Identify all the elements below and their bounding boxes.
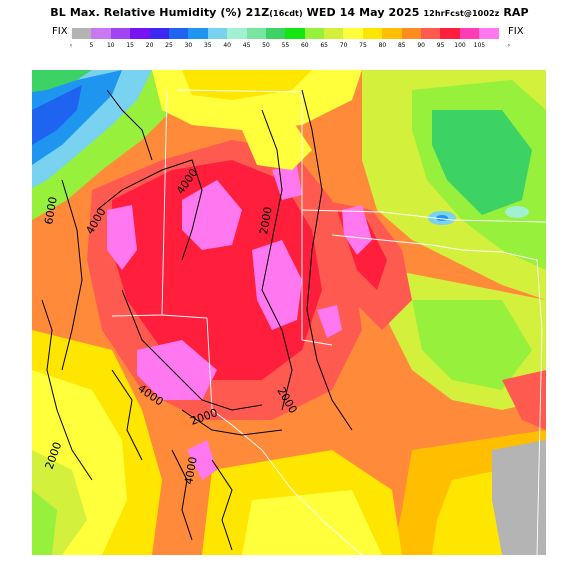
region-magenta-4 (342, 205, 372, 255)
contour-4000-c-line (171, 449, 193, 541)
region-magenta-8 (187, 440, 217, 480)
colorbar-swatch-15 (362, 28, 383, 39)
colorbar-tick-75: 75 (359, 42, 367, 49)
colorbar-tick-25: 25 (165, 42, 173, 49)
colorbar-tick-20: 20 (145, 42, 154, 49)
region-magenta-1 (182, 180, 242, 250)
contour-2000-a-line (261, 109, 293, 411)
colorbar-tick-35: 35 (203, 42, 212, 49)
title-run: 12hrFcst@1002z (423, 9, 500, 18)
colorbar-swatch-21 (479, 28, 499, 39)
title-model: RAP (503, 6, 529, 19)
region-east-light-green (412, 300, 532, 390)
contour-2000-b-line (181, 409, 283, 436)
contour-6000-line (61, 179, 83, 371)
region-ne-teal-spot (505, 206, 529, 218)
colorbar-swatch-16 (382, 28, 402, 39)
region-nw-green-top (32, 70, 92, 92)
colorbar-swatch-12 (304, 28, 325, 39)
height-contours (41, 89, 353, 551)
chart-title: BL Max. Relative Humidity (%) 21Z(16cdt)… (0, 6, 579, 19)
colorbar-tick-90: 90 (417, 42, 426, 49)
region-se-gray (492, 440, 546, 555)
colorbar-swatch-20 (459, 28, 480, 39)
colorbar-swatch-0 (72, 28, 92, 39)
fix-right-label: FIX (508, 26, 524, 37)
border-ok-ks (301, 209, 546, 223)
region-south-yellow (242, 490, 382, 555)
colorbar-tick-15: 15 (126, 42, 135, 49)
colorbar-swatch-10 (265, 28, 286, 39)
title-date: WED 14 May 2025 (306, 6, 420, 19)
region-north-yellow-orange (182, 70, 312, 100)
colorbar-tick-95: 95 (436, 42, 445, 49)
colorbar-swatch-14 (343, 28, 363, 39)
region-central-north-yellow (242, 120, 312, 170)
colorbar-tick-55: 55 (281, 42, 290, 49)
contour-sw-line (41, 299, 93, 481)
colorbar-swatch-17 (401, 28, 422, 39)
colorbar-tick-45: 45 (242, 42, 251, 49)
colorbar-swatch-13 (324, 28, 344, 39)
map-svg: 6000 4000 4000 2000 2000 4000 2000 2000 … (32, 70, 546, 555)
contour-sw-loop (111, 369, 143, 461)
region-nw-blue (32, 85, 82, 145)
fix-left-label: FIX (52, 26, 68, 37)
humidity-map: 6000 4000 4000 2000 2000 4000 2000 2000 … (32, 70, 546, 555)
colorbar-tick-80: 80 (378, 42, 387, 49)
region-ne-green (432, 110, 532, 215)
colorbar-swatch-4 (149, 28, 169, 39)
colorbar-tick-40: 40 (223, 42, 232, 49)
colorbar-tick-50: 50 (262, 42, 270, 49)
colorbar-swatch-5 (168, 28, 189, 39)
contour-4000-a-line (96, 159, 203, 261)
border-tx-panhandle (301, 220, 333, 346)
contour-south-line (211, 459, 233, 551)
colorbar-swatch-18 (421, 28, 441, 39)
contour-label-2000-a: 2000 (257, 206, 275, 236)
contour-4000-b-line (121, 289, 263, 411)
colorbar-tick-105: 105 (473, 42, 486, 49)
contour-label-6000: 6000 (42, 196, 60, 226)
contour-mid-line (301, 89, 353, 431)
region-magenta-3 (252, 240, 302, 330)
colorbar-swatch-2 (110, 28, 131, 39)
colorbar-swatch-3 (130, 28, 150, 39)
contour-label-4000-d: 4000 (182, 456, 200, 486)
colorbar-tick-100: 100 (454, 42, 466, 49)
colorbar-swatch-19 (440, 28, 460, 39)
title-main: BL Max. Relative Humidity (%) 21Z (50, 6, 270, 19)
colorbar-tick-85: 85 (397, 42, 406, 49)
colorbar-swatch-6 (188, 28, 208, 39)
title-local-time: (16cdt) (269, 9, 303, 18)
colorbar-tick-70: 70 (339, 42, 348, 49)
border-tx-la (536, 329, 543, 555)
colorbar-swatch-8 (227, 28, 247, 39)
colorbar-tick-5: 5 (89, 42, 94, 49)
colorbar-swatch-9 (246, 28, 266, 39)
colorbar-tick-10: 10 (106, 42, 115, 49)
colorbar-tick-30: 30 (184, 42, 193, 49)
colorbar-tick-65: 65 (320, 42, 329, 49)
colorbar-swatch-7 (207, 28, 228, 39)
region-magenta-2 (107, 205, 137, 270)
region-nw-lightblue (32, 70, 122, 165)
border-tx-mx (161, 314, 363, 555)
region-east-red (502, 370, 546, 430)
colorbar (72, 28, 499, 39)
colorbar-tick-60: 60 (300, 42, 309, 49)
colorbar-swatch-1 (91, 28, 111, 39)
colorbar-arrow-right: › (507, 42, 511, 49)
contour-nw-line (106, 89, 153, 161)
colorbar-tick-labels: ‹ › 5 10 15 20 25 30 35 40 45 50 55 60 65 70 75 80 85 90 9… (62, 42, 517, 52)
colorbar-swatch-11 (285, 28, 305, 39)
region-sw-green (32, 490, 57, 555)
region-magenta-6 (317, 305, 342, 338)
border-red-river (331, 234, 543, 331)
colorbar-arrow-left: ‹ (69, 42, 73, 49)
